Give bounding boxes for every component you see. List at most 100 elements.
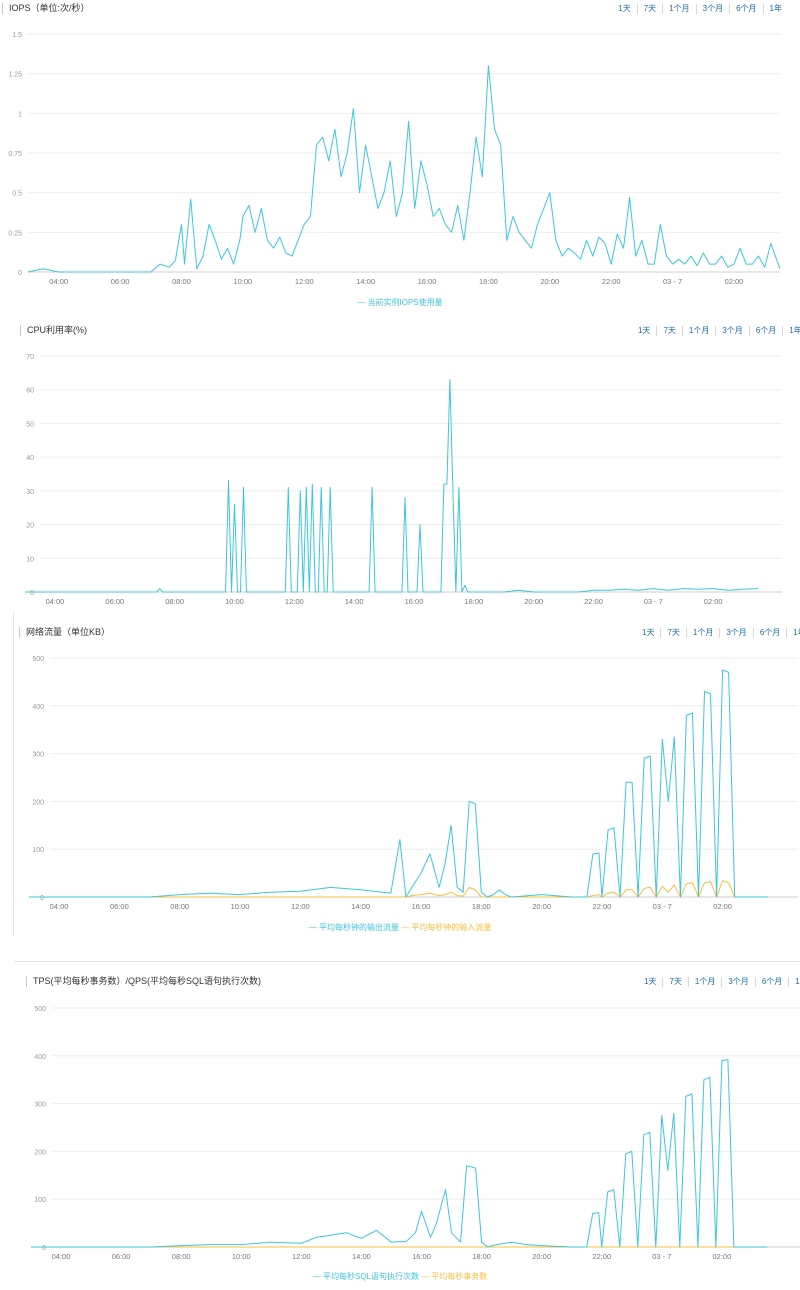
- range-3m-button[interactable]: 3个月: [715, 326, 748, 336]
- x-tick-label: 03 - 7: [652, 1252, 671, 1261]
- x-tick-label: 12:00: [292, 1252, 311, 1261]
- y-tick-label: 200: [32, 799, 44, 806]
- legend-label: 平均每秒钟的输出流量: [319, 923, 399, 932]
- range-1m-button[interactable]: 1个月: [681, 326, 715, 336]
- legend-label: 平均每秒SQL语句执行次数: [322, 1272, 419, 1281]
- y-tick-label: 300: [32, 752, 44, 759]
- series-line-0: [25, 379, 759, 593]
- x-tick-label: 18:00: [479, 277, 498, 286]
- legend-item-qps[interactable]: — 平均每秒SQL语句执行次数: [312, 1272, 419, 1281]
- cpu-panel: CPU利用率(%) 1天 7天 1个月 3个月 6个月 1年 0 10 20 30 40…: [0, 320, 800, 620]
- series-line-0: [28, 669, 768, 898]
- range-1d-button[interactable]: 1天: [642, 628, 655, 637]
- x-tick-label: 12:00: [291, 902, 310, 911]
- range-1d-button[interactable]: 1天: [638, 326, 651, 335]
- legend-item-input[interactable]: — 平均每秒钟的输入流量: [401, 923, 492, 932]
- iops-chart: 0 0.25 0.5 0.75 1 1.25 1.5 04:00 06:00 08:00 10:00…: [8, 32, 781, 286]
- y-tick-label: 100: [34, 1197, 46, 1204]
- x-tick-label: 20:00: [540, 277, 559, 286]
- range-7d-button[interactable]: 7天: [656, 326, 681, 336]
- x-tick-label: 02:00: [713, 902, 732, 911]
- network-legend: — 平均每秒钟的输出流量 — 平均每秒钟的输入流量: [0, 922, 800, 933]
- x-tick-label: 14:00: [352, 1252, 371, 1261]
- y-tick-label: 40: [26, 455, 34, 462]
- legend-item-iops[interactable]: — 当前实例IOPS使用量: [357, 298, 443, 307]
- x-tick-label: 22:00: [593, 902, 612, 911]
- y-tick-label: 500: [32, 656, 44, 663]
- y-tick-label: 400: [34, 1054, 46, 1061]
- x-tick-label: 04:00: [50, 902, 69, 911]
- y-tick-label: 70: [26, 354, 34, 361]
- x-tick-label: 08:00: [170, 902, 189, 911]
- tps-qps-title: TPS(平均每秒事务数）/QPS(平均每秒SQL语句执行次数): [26, 976, 261, 987]
- y-tick-label: 0.5: [12, 191, 22, 198]
- section-divider: [14, 961, 800, 962]
- range-1y-button[interactable]: 1年: [782, 326, 800, 336]
- x-tick-label: 16:00: [412, 1252, 431, 1261]
- y-tick-label: 200: [34, 1149, 46, 1156]
- x-tick-label: 16:00: [412, 902, 431, 911]
- y-tick-label: 500: [34, 1006, 46, 1013]
- range-6m-button[interactable]: 6个月: [752, 628, 786, 638]
- x-tick-label: 20:00: [532, 902, 551, 911]
- y-tick-label: 0: [18, 270, 22, 277]
- range-1d-button[interactable]: 1天: [618, 4, 631, 13]
- range-3m-button[interactable]: 3个月: [695, 4, 729, 14]
- network-range-selector: 1天 7天 1个月 3个月 6个月 1年: [636, 628, 800, 638]
- tps-qps-panel: TPS(平均每秒事务数）/QPS(平均每秒SQL语句执行次数) 1天 7天 1个…: [0, 970, 800, 1290]
- series-line-0: [31, 1059, 767, 1248]
- range-1y-button[interactable]: 1年: [762, 4, 788, 14]
- tps-qps-legend: — 平均每秒SQL语句执行次数 — 平均每秒事务数: [0, 1271, 800, 1282]
- x-tick-label: 14:00: [356, 277, 375, 286]
- x-tick-label: 20:00: [532, 1252, 551, 1261]
- range-7d-button[interactable]: 7天: [662, 977, 687, 987]
- range-6m-button[interactable]: 6个月: [748, 326, 782, 336]
- legend-item-tps[interactable]: — 平均每秒事务数: [421, 1272, 488, 1281]
- range-1m-button[interactable]: 1个月: [662, 4, 695, 14]
- x-tick-label: 02:00: [713, 1252, 732, 1261]
- network-panel: 网络流量（单位KB） 1天 7天 1个月 3个月 6个月 1年 0 100 200 3…: [0, 620, 800, 940]
- x-tick-label: 14:00: [351, 902, 370, 911]
- x-tick-label: 10:00: [231, 902, 250, 911]
- x-tick-label: 06:00: [110, 902, 129, 911]
- y-tick-label: 100: [32, 847, 44, 854]
- x-tick-label: 08:00: [172, 1252, 191, 1261]
- y-tick-label: 0: [42, 1245, 46, 1252]
- x-tick-label: 08:00: [172, 277, 191, 286]
- range-6m-button[interactable]: 6个月: [729, 4, 762, 14]
- x-tick-label: 16:00: [418, 277, 437, 286]
- x-tick-label: 02:00: [704, 597, 723, 606]
- x-tick-label: 02:00: [725, 277, 744, 286]
- range-6m-button[interactable]: 6个月: [754, 977, 788, 987]
- x-tick-label: 16:00: [405, 597, 424, 606]
- range-1d-button[interactable]: 1天: [644, 977, 657, 986]
- range-1y-button[interactable]: 1年: [788, 977, 800, 987]
- y-tick-label: 60: [26, 388, 34, 395]
- range-1m-button[interactable]: 1个月: [685, 628, 719, 638]
- y-tick-label: 10: [26, 556, 34, 563]
- series-line-1: [28, 880, 768, 898]
- range-1m-button[interactable]: 1个月: [687, 977, 721, 987]
- y-tick-label: 1: [18, 111, 22, 118]
- cpu-chart: 0 10 20 30 40 50 60 70 04:00 06:00 08:00 10:00 12:00…: [25, 354, 782, 606]
- range-3m-button[interactable]: 3个月: [719, 628, 752, 638]
- range-1y-button[interactable]: 1年: [786, 628, 800, 638]
- iops-range-selector: 1天 7天 1个月 3个月 6个月 1年: [612, 4, 788, 14]
- x-tick-label: 22:00: [602, 277, 621, 286]
- y-tick-label: 0.25: [8, 230, 22, 237]
- x-tick-label: 08:00: [165, 597, 184, 606]
- range-7d-button[interactable]: 7天: [636, 4, 662, 14]
- x-tick-label: 12:00: [295, 277, 314, 286]
- cpu-range-selector: 1天 7天 1个月 3个月 6个月 1年: [632, 326, 800, 336]
- network-chart: 0 100 200 300 400 500 04:00 06:00 08:00 10:00 12:0…: [28, 656, 798, 911]
- range-3m-button[interactable]: 3个月: [721, 977, 754, 987]
- iops-panel: IOPS（单位:次/秒） 1天 7天 1个月 3个月 6个月 1年 0 0.25 0…: [0, 0, 800, 320]
- tps-qps-range-selector: 1天 7天 1个月 3个月 6个月 1年: [638, 977, 800, 987]
- x-tick-label: 06:00: [105, 597, 124, 606]
- x-tick-label: 04:00: [52, 1252, 71, 1261]
- range-7d-button[interactable]: 7天: [660, 628, 685, 638]
- x-tick-label: 18:00: [464, 597, 483, 606]
- cpu-title: CPU利用率(%): [20, 325, 87, 336]
- legend-item-output[interactable]: — 平均每秒钟的输出流量: [308, 923, 399, 932]
- legend-label: 平均每秒事务数: [431, 1272, 488, 1281]
